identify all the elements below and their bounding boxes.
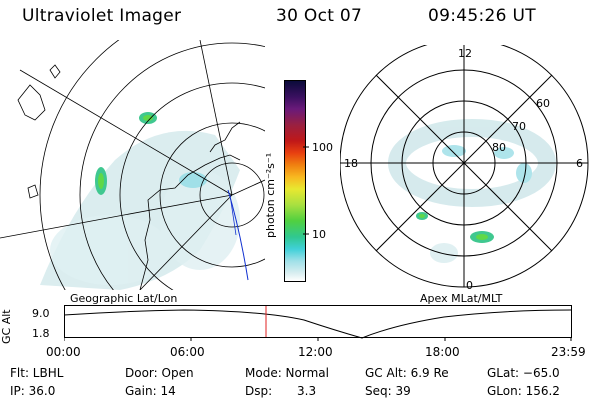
geographic-map (0, 40, 265, 290)
mlt-label-18: 18 (344, 157, 358, 170)
gc-altitude: GC Alt: 6.9 Re (365, 366, 449, 380)
mlat-label-80: 80 (492, 141, 506, 154)
time-label: 09:45:26 UT (428, 6, 536, 26)
time-tick-0000: 00:00 (46, 345, 81, 359)
geo-longitude: GLon: 156.2 (487, 384, 560, 398)
geo-latitude: GLat: −65.0 (487, 366, 560, 380)
mlt-label-0: 0 (466, 279, 473, 292)
time-tick-1200: 12:00 (298, 345, 333, 359)
polar-mlat-mlt-plot (340, 45, 589, 288)
instrument-title: Ultraviolet Imager (22, 6, 182, 26)
color-scale-bar (284, 80, 306, 282)
time-tick-0600: 06:00 (170, 345, 205, 359)
polar-plot-label: Apex MLat/MLT (420, 292, 503, 305)
colorbar-tick-10: 10 (312, 228, 326, 241)
filter-label: Flt: LBHL (10, 366, 64, 380)
gain-label: Gain: 14 (125, 384, 176, 398)
date-label: 30 Oct 07 (276, 6, 363, 26)
color-scale-ticks (303, 146, 309, 235)
mlat-label-70: 70 (512, 120, 526, 133)
colorbar-unit-label: photon cm⁻²s⁻¹ (264, 152, 277, 238)
time-tick-2359: 23:59 (551, 345, 586, 359)
geo-map-label: Geographic Lat/Lon (70, 292, 178, 305)
mlat-label-60: 60 (536, 97, 550, 110)
time-tick-1800: 18:00 (425, 345, 460, 359)
dsp-label: Dsp: (245, 384, 273, 398)
altitude-ylabel: GC Alt (0, 309, 13, 344)
mlt-label-12: 12 (458, 47, 472, 60)
dsp-value: 3.3 (297, 384, 317, 398)
altitude-ytick-9: 9.0 (32, 307, 50, 320)
door-status: Door: Open (125, 366, 194, 380)
mode-label: Mode: Normal (245, 366, 329, 380)
ip-label: IP: 36.0 (10, 384, 56, 398)
mlt-label-6: 6 (576, 157, 583, 170)
altitude-ytick-1-8: 1.8 (32, 327, 50, 340)
colorbar-tick-100: 100 (312, 141, 333, 154)
altitude-timeline-plot (64, 305, 572, 341)
sequence-label: Seq: 39 (365, 384, 411, 398)
